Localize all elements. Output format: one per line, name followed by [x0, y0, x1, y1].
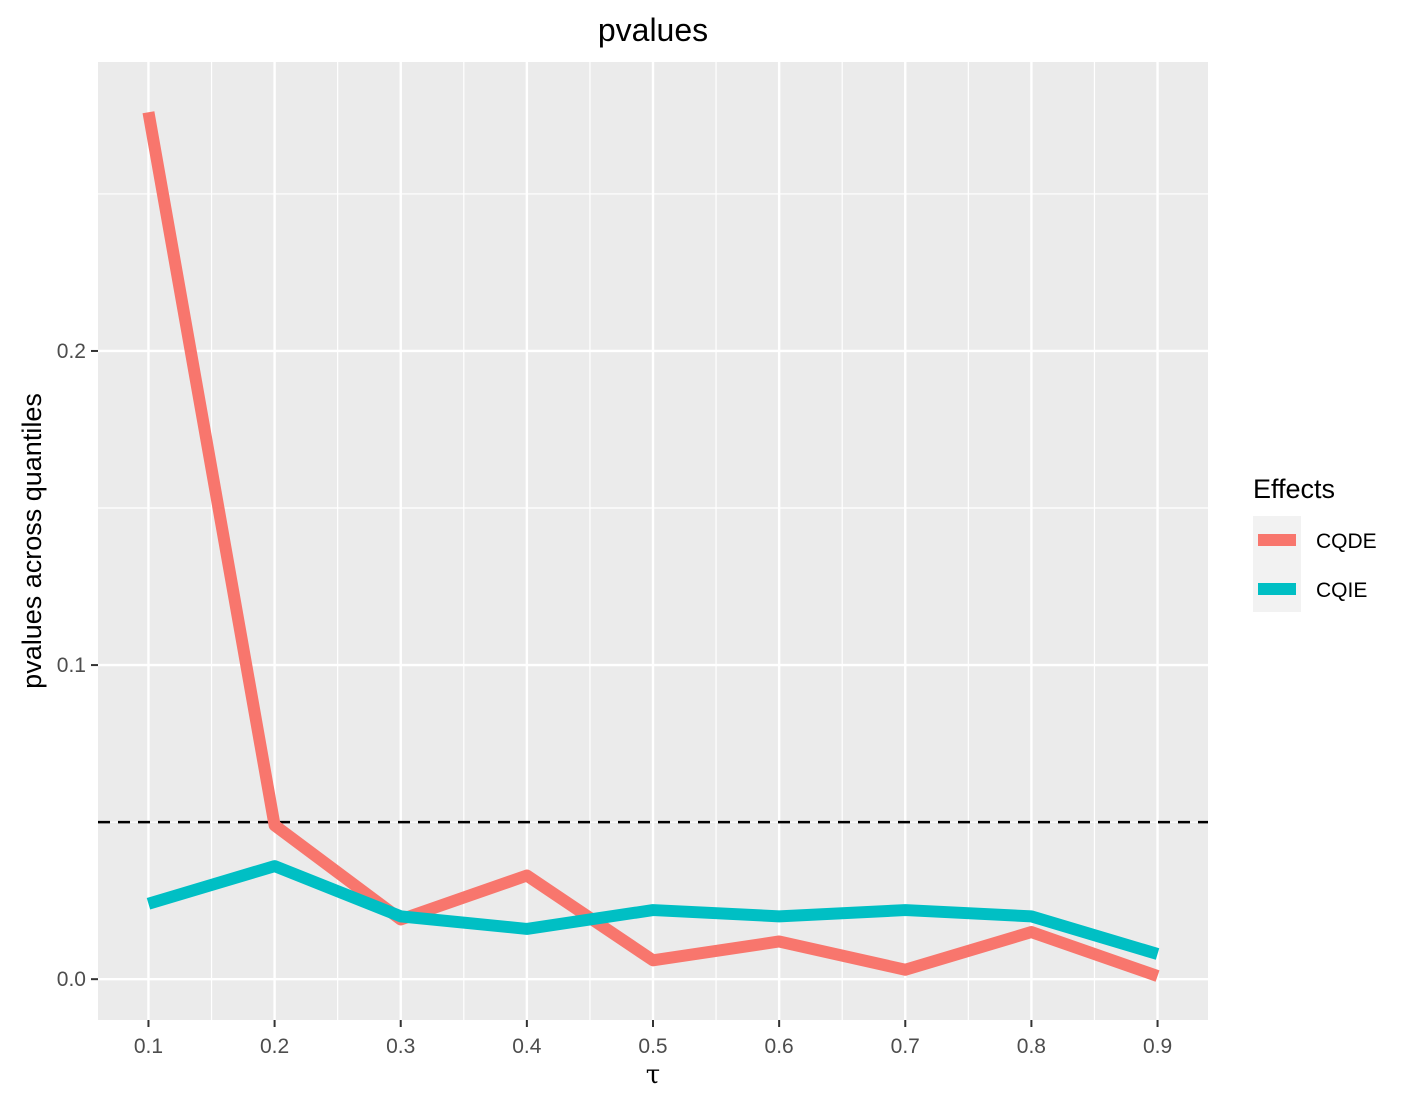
- y-axis: 0.0 0.1 0.2: [57, 340, 98, 991]
- chart-title: pvalues: [598, 12, 708, 48]
- legend-key-background: [1253, 516, 1301, 612]
- legend: Effects CQDE CQIE: [1253, 474, 1377, 612]
- x-tick-label: 0.7: [891, 1035, 920, 1058]
- x-tick-label: 0.5: [638, 1035, 667, 1058]
- x-tick-label: 0.3: [386, 1035, 415, 1058]
- x-axis: 0.1 0.2 0.3 0.4 0.5 0.6 0.7 0.8 0.9: [134, 1020, 1172, 1058]
- major-gridlines: [98, 62, 1208, 1020]
- legend-title: Effects: [1253, 474, 1335, 504]
- y-axis-title: pvalues across quantiles: [17, 393, 47, 689]
- series-lines: [142, 111, 1160, 982]
- legend-items: CQDE CQIE: [1258, 530, 1377, 602]
- x-axis-title: τ: [646, 1060, 660, 1090]
- y-tick-label: 0.0: [57, 968, 86, 991]
- x-tick-label: 0.1: [134, 1035, 163, 1058]
- legend-label-cqie: CQIE: [1316, 579, 1367, 602]
- y-tick-label: 0.2: [57, 340, 86, 363]
- x-tick-label: 0.8: [1017, 1035, 1046, 1058]
- series-line-cqie: [146, 860, 1160, 960]
- series-line-cqde: [142, 111, 1160, 982]
- legend-label-cqde: CQDE: [1316, 530, 1377, 553]
- x-tick-label: 0.9: [1143, 1035, 1172, 1058]
- x-tick-label: 0.2: [260, 1035, 289, 1058]
- x-tick-label: 0.4: [512, 1035, 542, 1058]
- x-tick-label: 0.6: [765, 1035, 794, 1058]
- y-tick-label: 0.1: [57, 654, 86, 677]
